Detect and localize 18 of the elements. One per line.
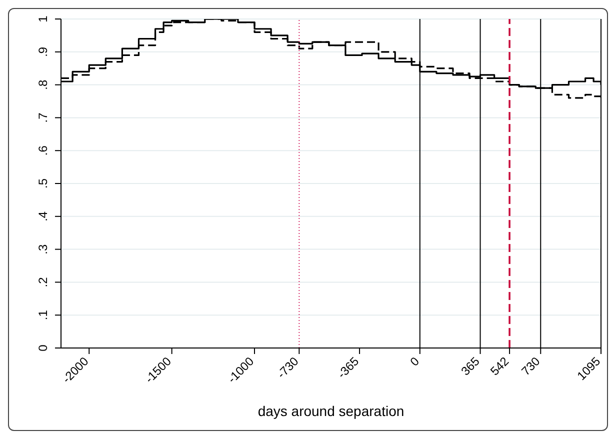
x-tick-label: 365 bbox=[458, 354, 483, 378]
x-tick-label: 0 bbox=[407, 354, 422, 369]
x-tick-label: -730 bbox=[274, 354, 302, 382]
y-tick-label: .6 bbox=[36, 145, 50, 156]
y-tick-label: .7 bbox=[36, 112, 50, 123]
y-tick-label: .5 bbox=[36, 178, 50, 189]
x-tick-label: 542 bbox=[488, 354, 512, 378]
y-tick-label: .1 bbox=[36, 310, 50, 320]
y-tick-label: 1 bbox=[36, 15, 50, 22]
y-tick-label: .2 bbox=[36, 276, 50, 288]
x-tick-label: 730 bbox=[518, 354, 543, 378]
y-tick-label: 0 bbox=[36, 344, 50, 352]
y-tick-label: .8 bbox=[36, 79, 50, 90]
y-tick-label: .3 bbox=[36, 244, 50, 254]
x-axis-title: days around separation bbox=[258, 403, 404, 419]
y-tick-label: .4 bbox=[36, 211, 50, 222]
x-tick-label: -365 bbox=[334, 354, 362, 382]
y-tick-label: .9 bbox=[36, 46, 50, 57]
